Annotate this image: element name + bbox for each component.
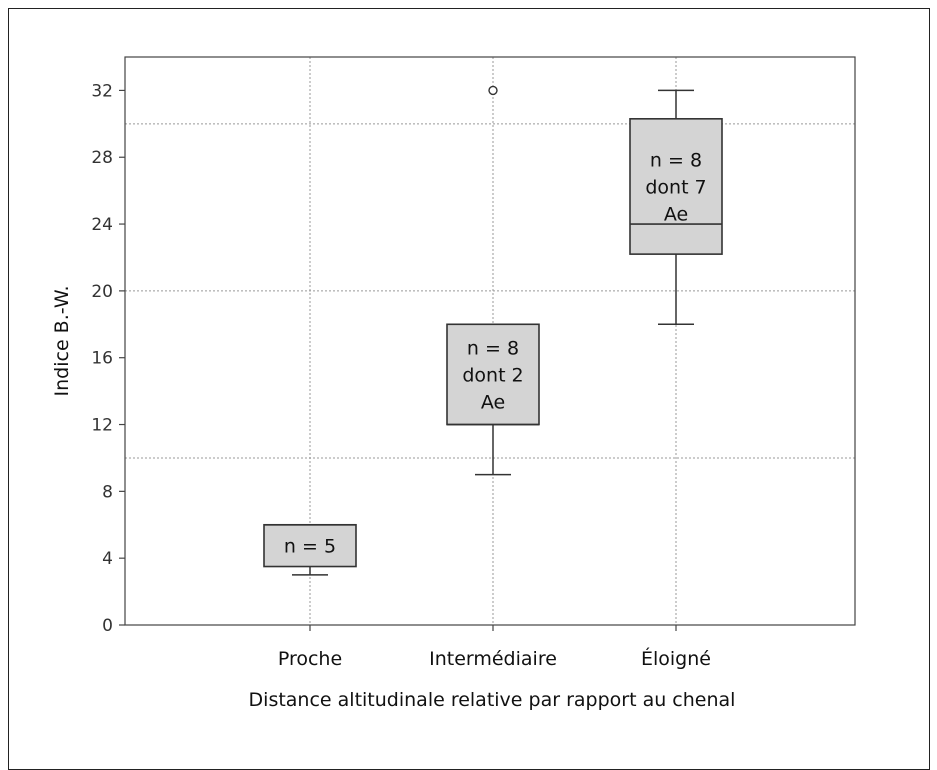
y-tick-label: 4 [102,549,113,569]
box-annotation: Ae [481,391,505,413]
x-category-label: Éloigné [641,647,711,670]
y-tick-label: 8 [102,482,113,502]
boxes-layer: n = 5 n = 8 dont 2 Ae n = 8 dont 7 Ae [263,85,723,576]
box-annotation: n = 8 [650,149,702,171]
y-axis-title: Indice B.-W. [51,286,73,397]
x-axis: Proche Intermédiaire Éloigné [278,625,711,670]
y-tick-label: 28 [91,148,113,168]
box-annotation: Ae [664,203,688,225]
y-axis: 0 4 8 12 16 20 24 28 32 [91,81,125,636]
box [629,118,723,255]
box-annotation: n = 8 [467,337,519,359]
x-category-label: Proche [278,648,342,670]
box [263,523,357,568]
box-group: n = 5 [263,523,357,576]
y-tick-label: 20 [91,282,113,302]
y-tick-label: 24 [91,215,113,235]
y-tick-label: 0 [102,616,113,636]
box-group: n = 8 dont 7 Ae [629,89,723,326]
box-group: n = 8 dont 2 Ae [446,85,540,476]
x-axis-title: Distance altitudinale relative par rappo… [249,689,736,711]
y-tick-label: 16 [91,349,113,369]
y-tick-label: 12 [91,416,113,436]
box-annotation: n = 5 [284,536,336,558]
box [446,323,540,426]
x-category-label: Intermédiaire [429,648,557,670]
y-tick-label: 32 [91,81,113,101]
box-annotation: dont 2 [462,364,523,386]
box-annotation: dont 7 [645,176,706,198]
plot-area [124,56,856,626]
outlier-point [488,85,498,96]
